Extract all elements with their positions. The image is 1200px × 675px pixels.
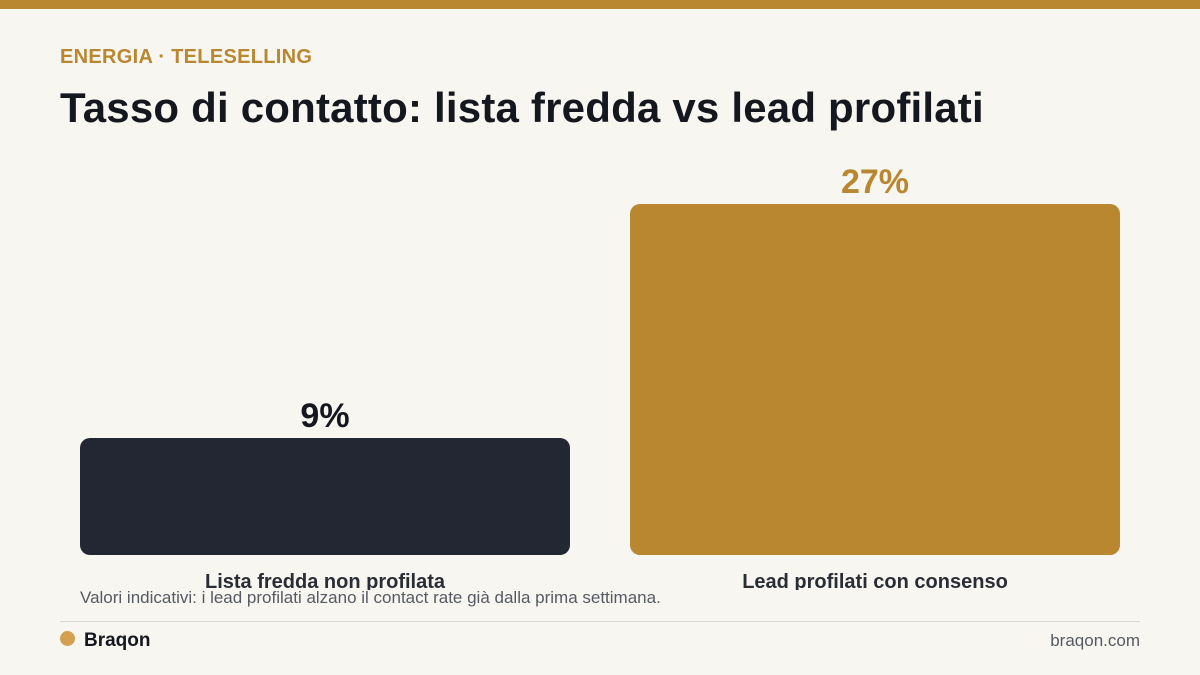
bar-2 <box>630 204 1120 555</box>
bar-1 <box>80 438 570 555</box>
category-label-2: Lead profilati con consenso <box>742 571 1008 590</box>
bar-value-label-1: 9% <box>300 397 349 435</box>
bar-chart: 9% Lista fredda non profilata 27% Lead prof… <box>80 163 1120 590</box>
site-link[interactable]: braqon.com <box>1050 631 1140 650</box>
bar-value-label-2: 27% <box>841 163 909 201</box>
footer-divider <box>60 621 1140 622</box>
section-eyebrow: ENERGIA · TELESELLING <box>60 46 313 68</box>
brand-name: Braqon <box>84 630 151 651</box>
category-label-1: Lista fredda non profilata <box>205 571 446 590</box>
brand-logo-dot <box>60 631 75 646</box>
chart-title: Tasso di contatto: lista fredda vs lead … <box>60 84 984 131</box>
footnote: Valori indicativi: i lead profilati alza… <box>80 588 661 607</box>
top-accent-bar <box>0 0 1200 9</box>
